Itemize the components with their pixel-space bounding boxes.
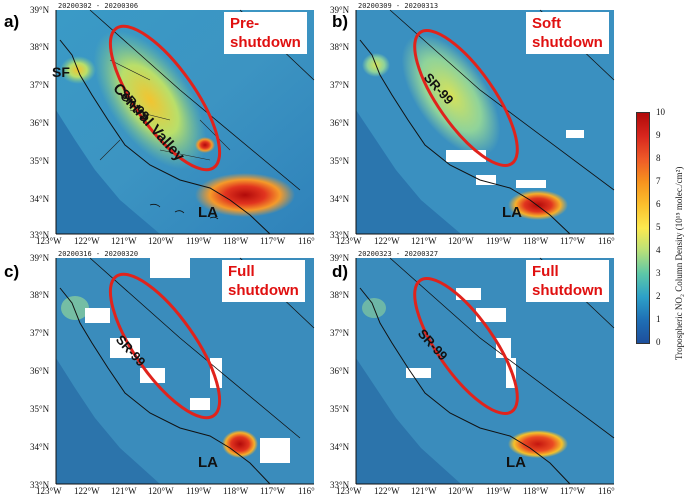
lat-label: 34°N bbox=[330, 442, 350, 452]
lon-label: 118°W bbox=[223, 486, 249, 496]
colorbar-tick: 4 bbox=[656, 245, 661, 255]
colorbar-tick: 3 bbox=[656, 268, 661, 278]
lat-label: 33°N bbox=[30, 230, 50, 240]
lon-label: 122°W bbox=[374, 236, 400, 246]
panel-letter: c) bbox=[2, 262, 22, 282]
colorbar-gradient bbox=[636, 112, 650, 344]
colorbar-tick: 0 bbox=[656, 337, 661, 347]
lat-label: 39°N bbox=[30, 253, 50, 263]
la-label: LA bbox=[198, 204, 218, 221]
panel-letter: b) bbox=[330, 12, 351, 32]
panel-b: b) 20200309 - 20200313 Soft shutdown SR-… bbox=[326, 0, 626, 248]
lat-label: 37°N bbox=[30, 328, 50, 338]
lon-label: 116° bbox=[598, 486, 615, 496]
lon-label: 117°W bbox=[560, 486, 586, 496]
panel-a: a) 20200302 - 20200306 Pre- shutdown Cen… bbox=[0, 0, 330, 248]
lon-label: 121°W bbox=[411, 236, 437, 246]
lon-label: 116° bbox=[298, 236, 315, 246]
lat-label: 39°N bbox=[330, 5, 350, 15]
sf-label: SF bbox=[52, 64, 70, 80]
lat-label: 39°N bbox=[330, 253, 350, 263]
period-title: Full shutdown bbox=[526, 260, 609, 302]
colorbar bbox=[636, 112, 650, 344]
panel-c: c) 20200316 - 20200320 Full shutdown SR-… bbox=[0, 248, 330, 500]
period-title: Pre- shutdown bbox=[224, 12, 307, 54]
colorbar-tick: 6 bbox=[656, 199, 661, 209]
lon-label: 122°W bbox=[374, 486, 400, 496]
lat-label: 37°N bbox=[330, 80, 350, 90]
colorbar-title: Tropospheric NO₂ Column Density (10¹⁵ mo… bbox=[674, 166, 684, 360]
lon-label: 119°W bbox=[486, 486, 512, 496]
lon-label: 120°W bbox=[448, 486, 474, 496]
lat-label: 33°N bbox=[30, 480, 50, 490]
lon-label: 123°W bbox=[36, 486, 62, 496]
lon-label: 123°W bbox=[336, 236, 362, 246]
lat-label: 36°N bbox=[30, 118, 50, 128]
lon-label: 117°W bbox=[260, 486, 286, 496]
lon-label: 121°W bbox=[111, 236, 137, 246]
lat-label: 39°N bbox=[30, 5, 50, 15]
lon-label: 117°W bbox=[260, 236, 286, 246]
lon-label: 118°W bbox=[523, 486, 549, 496]
lon-label: 119°W bbox=[186, 236, 212, 246]
lon-label: 120°W bbox=[148, 236, 174, 246]
period-title: Soft shutdown bbox=[526, 12, 609, 54]
lat-label: 35°N bbox=[30, 404, 50, 414]
colorbar-tick: 9 bbox=[656, 130, 661, 140]
lat-label: 33°N bbox=[330, 230, 350, 240]
lat-label: 38°N bbox=[30, 42, 50, 52]
lat-label: 38°N bbox=[330, 290, 350, 300]
lon-label: 119°W bbox=[186, 486, 212, 496]
lon-label: 118°W bbox=[523, 236, 549, 246]
lon-label: 123°W bbox=[336, 486, 362, 496]
lat-label: 38°N bbox=[30, 290, 50, 300]
lat-label: 35°N bbox=[30, 156, 50, 166]
lon-label: 117°W bbox=[560, 236, 586, 246]
lat-label: 37°N bbox=[330, 328, 350, 338]
la-label: LA bbox=[506, 454, 526, 471]
lat-label: 37°N bbox=[30, 80, 50, 90]
lat-label: 35°N bbox=[330, 404, 350, 414]
period-title: Full shutdown bbox=[222, 260, 305, 302]
lon-label: 116° bbox=[298, 486, 315, 496]
date-range: 20200323 - 20200327 bbox=[358, 250, 439, 258]
colorbar-tick: 7 bbox=[656, 176, 661, 186]
la-label: LA bbox=[198, 454, 218, 471]
date-range: 20200316 - 20200320 bbox=[58, 250, 139, 258]
lon-label: 118°W bbox=[223, 236, 249, 246]
lon-label: 121°W bbox=[111, 486, 137, 496]
colorbar-tick: 8 bbox=[656, 153, 661, 163]
colorbar-tick: 5 bbox=[656, 222, 661, 232]
lat-label: 36°N bbox=[330, 118, 350, 128]
lat-label: 34°N bbox=[30, 194, 50, 204]
lon-label: 123°W bbox=[36, 236, 62, 246]
lat-label: 36°N bbox=[30, 366, 50, 376]
date-range: 20200309 - 20200313 bbox=[358, 2, 439, 10]
lon-label: 116° bbox=[598, 236, 615, 246]
lat-label: 33°N bbox=[330, 480, 350, 490]
colorbar-tick: 10 bbox=[656, 107, 665, 117]
panel-d: d) 20200323 - 20200327 Full shutdown SR-… bbox=[326, 248, 626, 500]
panel-letter: d) bbox=[330, 262, 351, 282]
lon-label: 122°W bbox=[74, 486, 100, 496]
colorbar-tick: 1 bbox=[656, 314, 661, 324]
lon-label: 120°W bbox=[148, 486, 174, 496]
lat-label: 34°N bbox=[30, 442, 50, 452]
lat-label: 38°N bbox=[330, 42, 350, 52]
lon-label: 121°W bbox=[411, 486, 437, 496]
la-label: LA bbox=[502, 204, 522, 221]
lon-label: 122°W bbox=[74, 236, 100, 246]
lat-label: 36°N bbox=[330, 366, 350, 376]
lat-label: 35°N bbox=[330, 156, 350, 166]
lon-label: 119°W bbox=[486, 236, 512, 246]
lat-label: 34°N bbox=[330, 194, 350, 204]
date-range: 20200302 - 20200306 bbox=[58, 2, 139, 10]
colorbar-tick: 2 bbox=[656, 291, 661, 301]
panel-letter: a) bbox=[2, 12, 22, 32]
lon-label: 120°W bbox=[448, 236, 474, 246]
